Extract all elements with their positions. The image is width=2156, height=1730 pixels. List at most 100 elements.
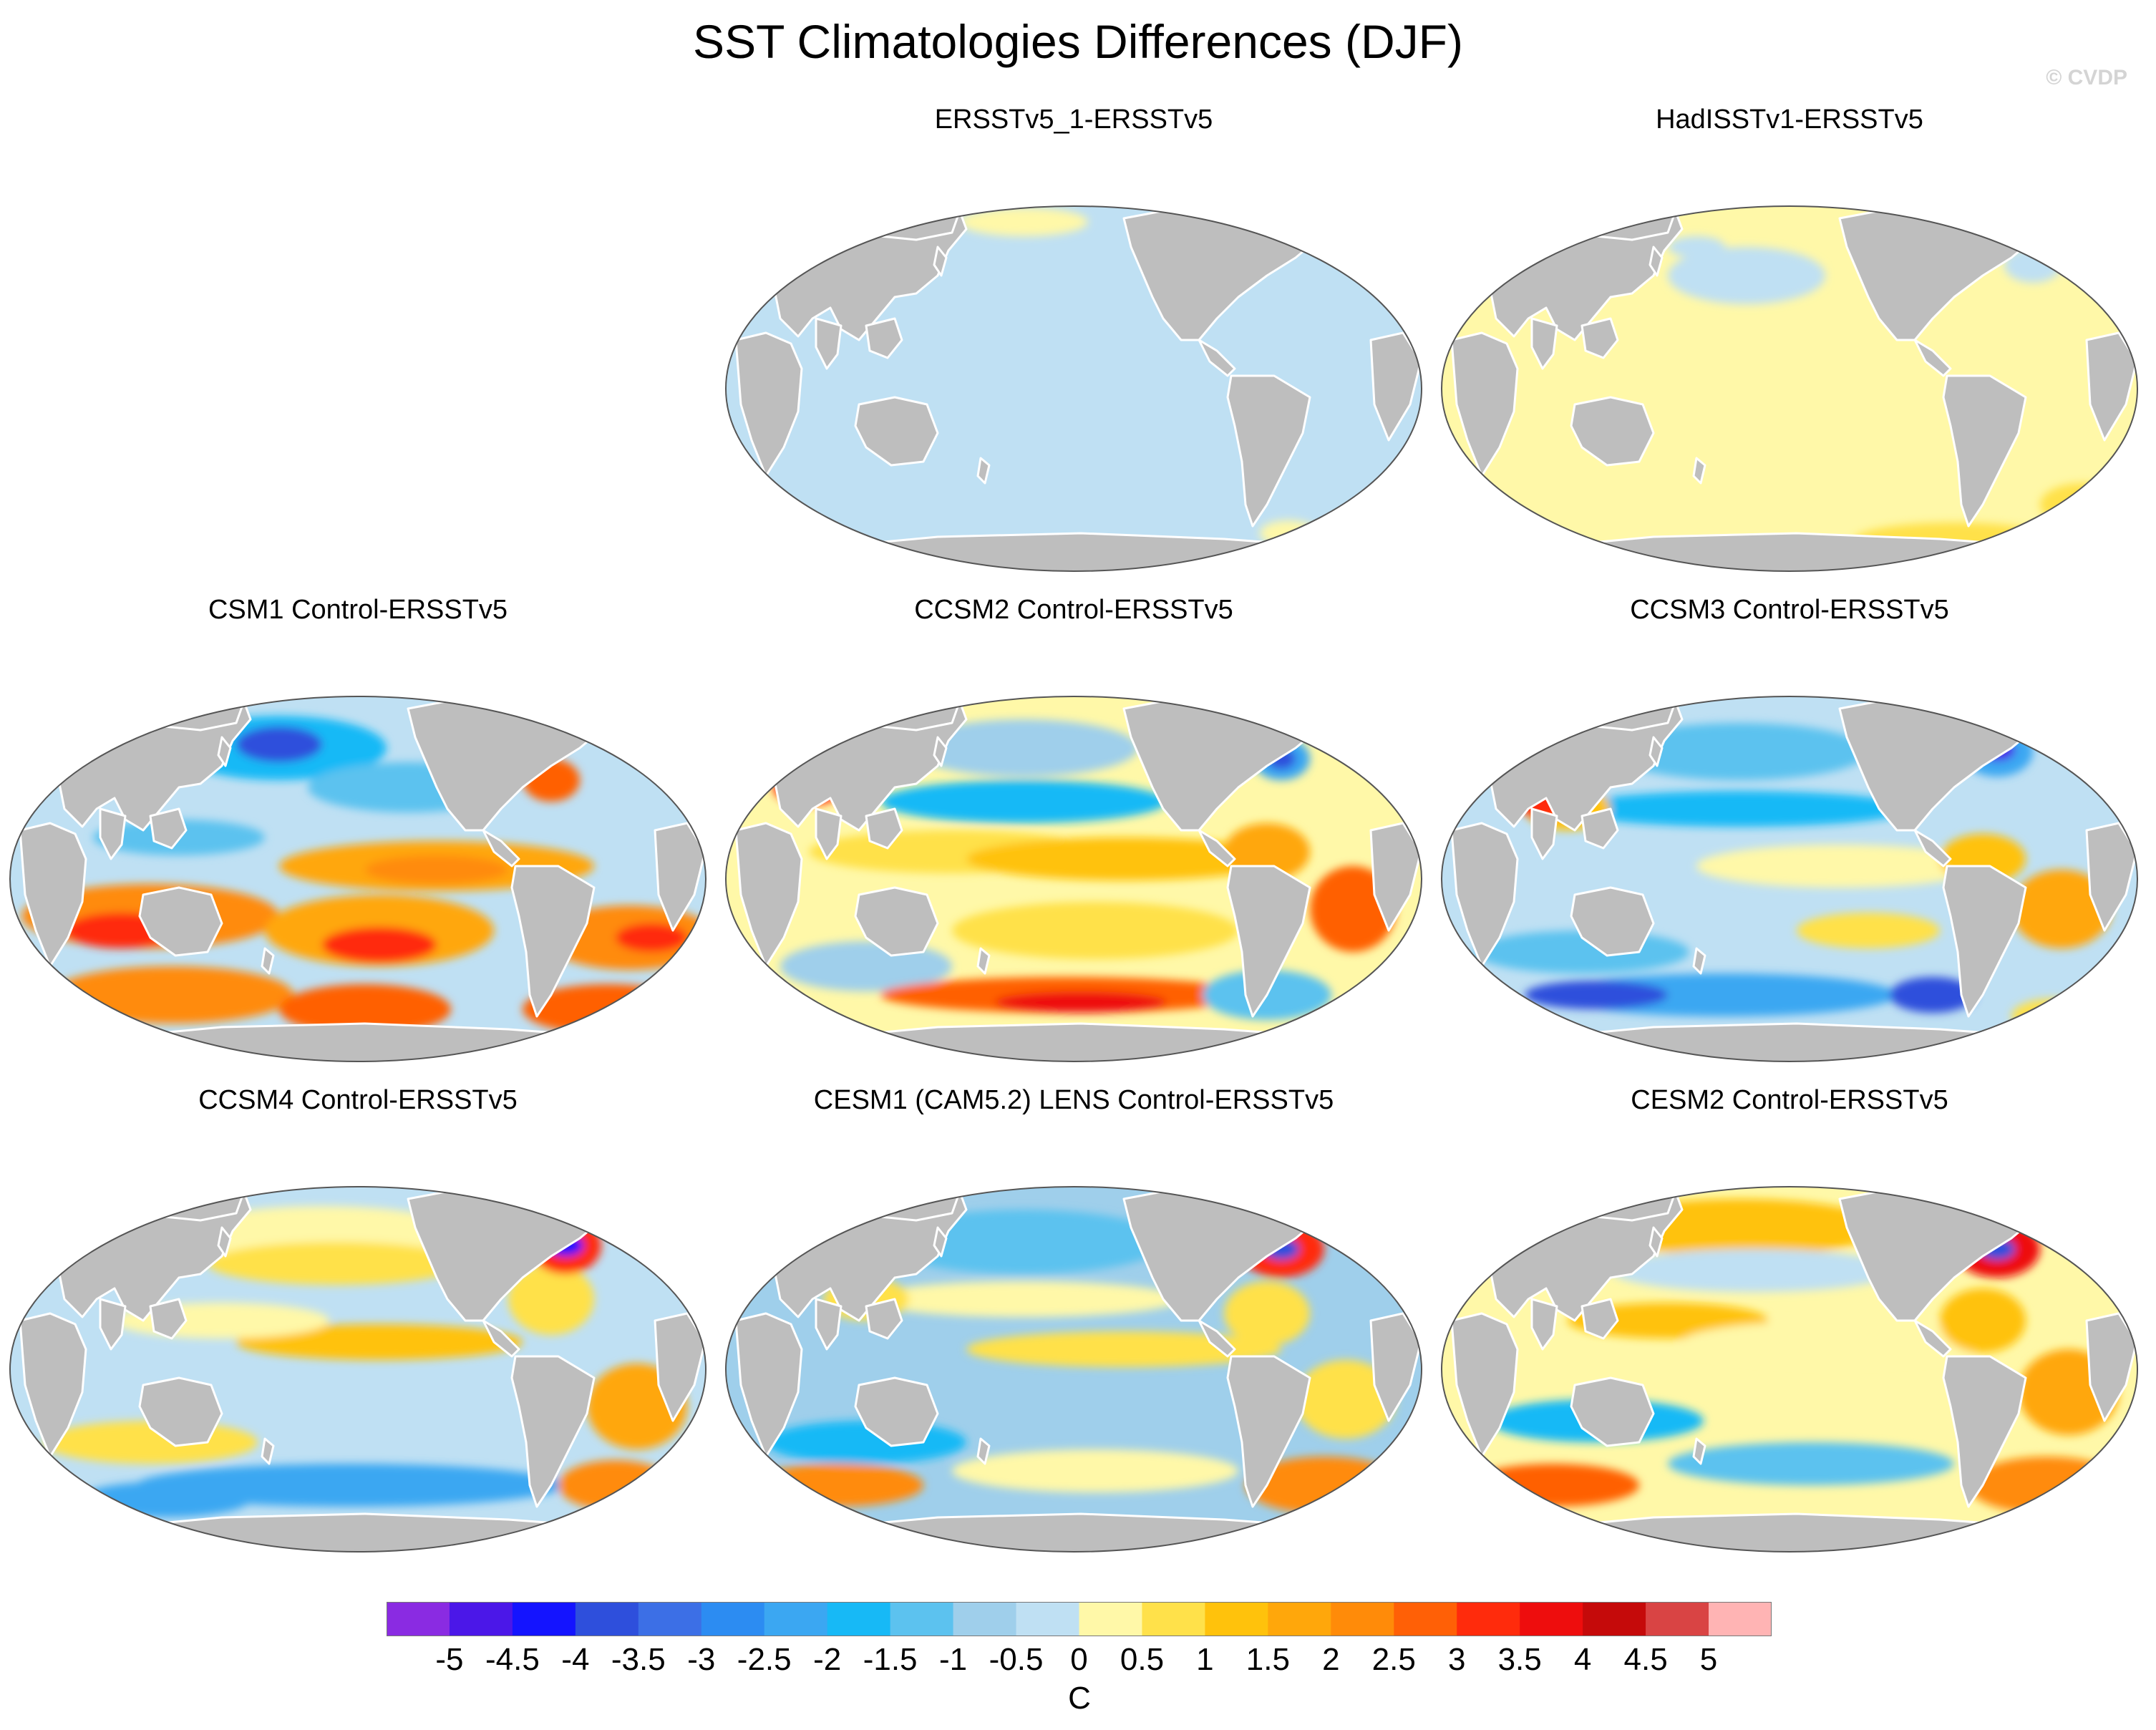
land-s_america bbox=[510, 1355, 596, 1508]
anomaly-region bbox=[533, 698, 569, 712]
anomaly-region bbox=[909, 719, 1138, 777]
land-india bbox=[815, 807, 843, 860]
anomaly-region bbox=[1611, 723, 1868, 780]
colorbar-swatch bbox=[638, 1602, 702, 1636]
world-map bbox=[1441, 696, 2138, 1062]
land-greenland bbox=[593, 1187, 653, 1218]
land-japan bbox=[217, 1226, 232, 1258]
anomaly-region bbox=[966, 1331, 1281, 1367]
land-africa bbox=[1450, 331, 1519, 477]
land-australia bbox=[138, 1376, 223, 1447]
land-india bbox=[815, 1298, 843, 1351]
land-japan bbox=[933, 1226, 948, 1258]
land-africa bbox=[734, 822, 803, 968]
anomaly-region bbox=[79, 1482, 251, 1517]
map-panel: CESM2 Control-ERSSTv5 bbox=[1439, 1084, 2140, 1585]
anomaly-region bbox=[1611, 1249, 1897, 1292]
land-australia bbox=[1570, 886, 1655, 957]
land-s_america bbox=[1942, 865, 2027, 1018]
map-panel: CESM1 (CAM5.2) LENS Control-ERSSTv5 bbox=[723, 1084, 1424, 1585]
anomaly-region bbox=[279, 984, 451, 1034]
colorbar-swatch bbox=[1394, 1602, 1457, 1636]
anomaly-region bbox=[959, 208, 1088, 236]
land-japan bbox=[933, 246, 948, 277]
colorbar-swatch bbox=[1016, 1602, 1079, 1636]
land-australia bbox=[1570, 396, 1655, 467]
world-map bbox=[725, 205, 1422, 572]
map-panel: HadISSTv1-ERSSTv5 bbox=[1439, 104, 2140, 605]
land-india bbox=[99, 807, 127, 860]
land-greenland bbox=[1308, 696, 1369, 728]
land-seasia bbox=[149, 1298, 188, 1340]
colorbar-swatch bbox=[1205, 1602, 1268, 1636]
colorbar-tick-label: 2.5 bbox=[1371, 1642, 1416, 1677]
anomaly-region bbox=[952, 1449, 1238, 1492]
world-map bbox=[725, 696, 1422, 1062]
land-s_america bbox=[510, 865, 596, 1018]
land-nz bbox=[976, 947, 991, 975]
colorbar-swatch bbox=[449, 1602, 513, 1636]
land-europe bbox=[2060, 1219, 2120, 1265]
colorbar-swatch bbox=[1142, 1602, 1205, 1636]
land-seasia bbox=[1580, 807, 1619, 850]
anomaly-region bbox=[558, 1460, 673, 1510]
map-border bbox=[1441, 205, 2138, 572]
anomaly-region bbox=[1260, 520, 1317, 546]
anomaly-region bbox=[236, 1324, 523, 1360]
land-europe bbox=[628, 1219, 689, 1265]
map-panel: CCSM3 Control-ERSSTv5 bbox=[1439, 594, 2140, 1095]
land-seasia bbox=[1580, 1298, 1619, 1340]
anomaly-region bbox=[1890, 977, 1976, 1013]
colorbar-tick-label: -4 bbox=[561, 1642, 590, 1677]
land-s_america bbox=[1226, 374, 1311, 528]
land-europe bbox=[1344, 1219, 1404, 1265]
land-africa bbox=[1450, 1312, 1519, 1458]
map-panel: CSM1 Control-ERSSTv5 bbox=[7, 594, 709, 1095]
anomaly-region bbox=[1797, 913, 1940, 948]
anomaly-region bbox=[1467, 1464, 1639, 1507]
anomaly-region bbox=[2011, 870, 2112, 948]
colorbar-tick-label: -2 bbox=[813, 1642, 842, 1677]
anomaly-region bbox=[880, 780, 1167, 823]
panel-title: CCSM2 Control-ERSSTv5 bbox=[914, 595, 1233, 625]
land-c_america bbox=[1913, 1319, 1952, 1358]
land-greenland bbox=[593, 696, 653, 728]
panel-title: CCSM3 Control-ERSSTv5 bbox=[1630, 595, 1949, 625]
land-india bbox=[1530, 317, 1558, 370]
colorbar-tick-label: 4.5 bbox=[1623, 1642, 1668, 1677]
anomaly-region bbox=[752, 1464, 923, 1507]
panel-title: HadISSTv1-ERSSTv5 bbox=[1656, 105, 1923, 135]
anomaly-region bbox=[1668, 247, 1825, 304]
land-seasia bbox=[865, 807, 903, 850]
land-japan bbox=[1648, 1226, 1664, 1258]
land-nz bbox=[1692, 457, 1706, 485]
land-africa_r bbox=[1369, 822, 1422, 932]
map-border bbox=[1441, 1186, 2138, 1552]
cvdp-credit: © CVDP bbox=[2046, 66, 2127, 89]
colorbar-tick-label: -5 bbox=[435, 1642, 464, 1677]
land-japan bbox=[933, 736, 948, 767]
land-s_america bbox=[1942, 1355, 2027, 1508]
panel-title: CSM1 Control-ERSSTv5 bbox=[208, 595, 508, 625]
land-c_america bbox=[482, 829, 520, 868]
colorbar-swatch bbox=[764, 1602, 828, 1636]
panel-title: CESM1 (CAM5.2) LENS Control-ERSSTv5 bbox=[813, 1085, 1334, 1115]
land-japan bbox=[1648, 246, 1664, 277]
land-africa_r bbox=[1369, 1312, 1422, 1422]
land-nz bbox=[1692, 947, 1706, 975]
land-africa_r bbox=[2085, 331, 2137, 442]
main-title: SST Climatologies Differences (DJF) bbox=[693, 15, 1463, 68]
colorbar-swatch bbox=[1079, 1602, 1142, 1636]
land-africa bbox=[19, 822, 87, 968]
colorbar-tick-label: 1 bbox=[1196, 1642, 1214, 1677]
world-map bbox=[725, 1186, 1422, 1552]
colorbar-swatch bbox=[1520, 1602, 1583, 1636]
anomaly-region bbox=[365, 855, 508, 884]
anomaly-region bbox=[787, 1188, 830, 1202]
colorbar-tick-label: -2.5 bbox=[737, 1642, 792, 1677]
colorbar-swatch bbox=[1268, 1602, 1331, 1636]
colorbar-swatch bbox=[387, 1602, 450, 1636]
land-seasia bbox=[865, 1298, 903, 1340]
world-map bbox=[1441, 205, 2138, 572]
panel-title: CCSM4 Control-ERSSTv5 bbox=[198, 1085, 518, 1115]
